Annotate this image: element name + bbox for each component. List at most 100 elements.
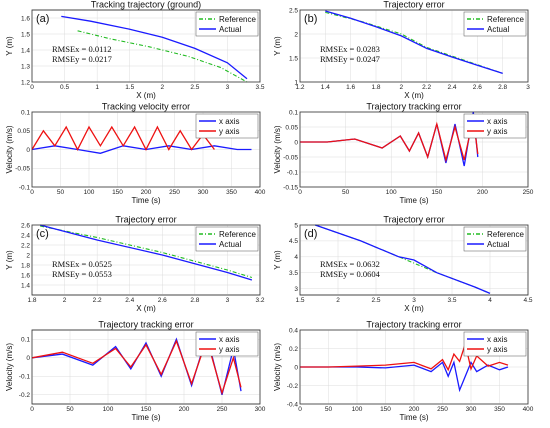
legend-label: Reference xyxy=(487,230,524,239)
y-tick-label: -0.05 xyxy=(15,166,30,173)
y-tick-label: -0.2 xyxy=(287,383,299,390)
chart-title: Trajectory error xyxy=(383,215,444,225)
rmse-annotation: RMSEy = 0.0247 xyxy=(320,54,380,64)
x-axis-label: X (m) xyxy=(136,91,156,100)
x-tick-label: 250 xyxy=(169,189,180,196)
y-tick-label: 1.6 xyxy=(21,272,30,279)
x-tick-label: 100 xyxy=(103,406,114,413)
y-tick-label: 2.4 xyxy=(21,232,30,239)
x-tick-label: 350 xyxy=(226,189,237,196)
x-tick-label: 2 xyxy=(336,297,340,304)
x-tick-label: 250 xyxy=(523,189,534,196)
x-tick-label: 3.2 xyxy=(255,297,264,304)
x-tick-label: 1.4 xyxy=(321,84,330,91)
x-axis-label: X (m) xyxy=(404,91,424,100)
chart-panel-1: 0 0.5 1 1.5 2 2.5 3 3.5 1.2 1.3 1.4 1.5 1.6 Tracking … xyxy=(5,0,265,100)
x-tick-label: 2.4 xyxy=(447,84,456,91)
legend-label: x axis xyxy=(219,335,239,344)
x-tick-label: 3.5 xyxy=(255,84,264,91)
legend-box xyxy=(463,11,527,37)
y-tick-label: 1.6 xyxy=(21,15,30,22)
x-tick-label: 50 xyxy=(66,406,74,413)
legend-label: y axis xyxy=(487,127,507,136)
chart-panel-6: 0 50 100 150 200 250 300 -0.2 -0.1 0 0.1 Trajectory… xyxy=(5,320,266,423)
x-tick-label: 2.6 xyxy=(473,84,482,91)
legend-label: Reference xyxy=(487,15,524,24)
plot-frame xyxy=(31,9,261,83)
y-tick-label: 1 xyxy=(294,79,298,86)
x-axis-label: X (m) xyxy=(404,304,424,313)
y-tick-label: 0.05 xyxy=(17,128,30,135)
y-tick-label: 1.3 xyxy=(21,63,30,70)
x-tick-label: 150 xyxy=(431,189,442,196)
chart-title: Tracking velocity error xyxy=(102,102,190,112)
x-tick-label: 250 xyxy=(217,406,228,413)
y-tick-label: 2 xyxy=(26,252,30,259)
y-tick-label: 1.5 xyxy=(289,55,298,62)
plot-frame xyxy=(31,224,261,296)
legend-box xyxy=(463,226,527,252)
y-tick-label: 3 xyxy=(294,286,298,293)
legend-label: Actual xyxy=(219,240,241,249)
x-tick-label: 250 xyxy=(437,406,448,413)
y-tick-label: 0 xyxy=(26,147,30,154)
series-line-y-axis xyxy=(31,337,242,396)
chart-title: Trajectory error xyxy=(383,0,444,10)
plot-frame xyxy=(299,329,529,405)
y-tick-label: 1.4 xyxy=(21,282,30,289)
chart-panel-2: 1.2 1.4 1.6 1.8 2 2.2 2.4 2.6 2.8 3 1 1.5 2 2.5 Trajec… xyxy=(273,0,530,100)
legend-label: Actual xyxy=(219,25,241,34)
x-axis-label: Time (s) xyxy=(399,413,428,422)
y-tick-label: 2 xyxy=(294,31,298,38)
series-line-actual xyxy=(61,15,248,80)
chart-panel-8: 0 50 100 150 200 250 300 350 400 -0.4 -0.2 0 0.2 0.4 T… xyxy=(273,320,534,423)
series-line-y-axis xyxy=(300,341,509,372)
x-tick-label: 200 xyxy=(477,189,488,196)
chart-panel-7: 1.5 2 2.5 3 3.5 4 4.5 3 3.5 4 4.5 5 Trajectory error… xyxy=(273,215,533,314)
x-tick-label: 4 xyxy=(488,297,492,304)
x-tick-label: 3 xyxy=(226,297,230,304)
legend-label: y axis xyxy=(487,345,507,354)
x-tick-label: 50 xyxy=(342,189,350,196)
y-axis-label: Y (m) xyxy=(273,250,282,270)
plot-frame xyxy=(31,111,261,188)
legend-label: y axis xyxy=(219,127,239,136)
x-tick-label: 2 xyxy=(63,297,67,304)
x-axis-label: Time (s) xyxy=(131,413,160,422)
x-tick-label: 1 xyxy=(95,84,99,91)
y-tick-label: 2.2 xyxy=(21,242,30,249)
y-tick-label: 0 xyxy=(294,139,298,146)
y-axis-label: Velocity (m/s) xyxy=(273,343,282,391)
y-axis-label: Y (m) xyxy=(5,250,14,270)
legend-box xyxy=(195,11,259,37)
x-tick-label: 0 xyxy=(30,189,34,196)
x-tick-label: 400 xyxy=(255,189,266,196)
x-tick-label: 0 xyxy=(30,84,34,91)
x-tick-label: 0.5 xyxy=(60,84,69,91)
y-tick-label: 0 xyxy=(294,364,298,371)
x-tick-label: 2 xyxy=(400,84,404,91)
legend-label: Actual xyxy=(487,25,509,34)
y-tick-label: -0.1 xyxy=(19,184,31,191)
chart-panel-4: 0 50 100 150 200 250 -0.15 -0.1 -0.05 0 0.05 0.1 Tra… xyxy=(273,102,534,206)
x-tick-label: 200 xyxy=(409,406,420,413)
y-tick-label: -0.1 xyxy=(19,374,31,381)
legend-box xyxy=(195,331,259,357)
chart-panel-5: 1.8 2 2.2 2.4 2.6 2.8 3 3.2 1.4 1.6 1.8 2 2.2 2.4 2.6 T… xyxy=(5,215,265,314)
x-tick-label: 2.8 xyxy=(190,297,199,304)
x-tick-label: 1.6 xyxy=(346,84,355,91)
series-line-reference xyxy=(39,225,253,279)
x-tick-label: 2 xyxy=(160,84,164,91)
y-tick-label: -0.4 xyxy=(287,401,299,408)
legend-label: x axis xyxy=(487,117,507,126)
x-tick-label: 1.8 xyxy=(27,297,36,304)
y-tick-label: 3.5 xyxy=(289,270,298,277)
y-tick-label: 4 xyxy=(294,254,298,261)
y-tick-label: -0.2 xyxy=(19,392,31,399)
